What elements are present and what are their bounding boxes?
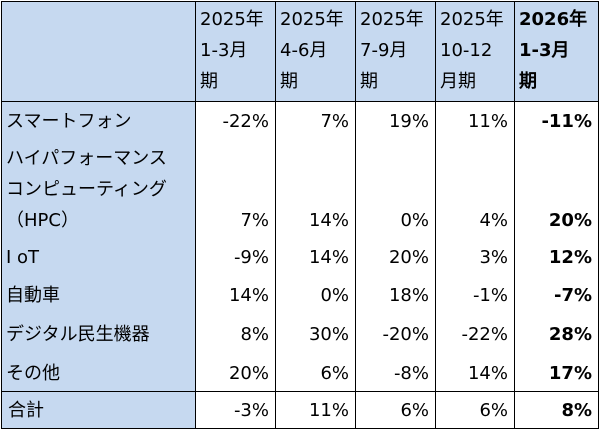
row-label: スマートフォン bbox=[1, 101, 196, 139]
text-line: 期 bbox=[280, 71, 298, 92]
text-line: 2025年 bbox=[440, 9, 504, 30]
value-cell: 11% bbox=[435, 101, 515, 139]
text-line: ハイパフォーマンス bbox=[6, 148, 167, 169]
header-cell: 2026年 1-3月期 bbox=[514, 1, 599, 102]
text-line: 2025年 bbox=[360, 9, 424, 30]
value-cell: -20% bbox=[355, 313, 436, 352]
value-cell: 8% bbox=[514, 391, 599, 429]
table-row: I oT -9% 14% 20% 3% 12% bbox=[1, 238, 599, 275]
value-cell: 0% bbox=[275, 275, 356, 313]
text-line: 2026年 bbox=[519, 9, 588, 30]
text-line: 1-3月 bbox=[200, 40, 248, 61]
text-line: 期 bbox=[360, 71, 378, 92]
text-line: I oT bbox=[6, 247, 40, 268]
value-cell: 6% bbox=[435, 391, 515, 429]
text-line: 2025年 bbox=[200, 9, 264, 30]
value-cell: 6% bbox=[355, 391, 436, 429]
value-cell: 18% bbox=[355, 275, 436, 313]
text-line: デジタル民生機器 bbox=[6, 324, 150, 345]
header-cell: 2025年 10-12 月期 bbox=[435, 1, 515, 102]
value-cell: 14% bbox=[275, 238, 356, 275]
text-line: コンピューティング bbox=[6, 179, 167, 200]
text-line: （HPC） bbox=[6, 210, 79, 231]
value-cell: 20% bbox=[355, 238, 436, 275]
table-row: スマートフォン -22% 7% 19% 11% -11% bbox=[1, 101, 599, 139]
text-line: 期 bbox=[200, 71, 218, 92]
value-cell: -9% bbox=[195, 238, 276, 275]
row-label: I oT bbox=[1, 238, 196, 275]
value-cell: 8% bbox=[195, 313, 276, 352]
header-row: 2025年 1-3月期 2025年 4-6月期 2025年 7-9月期 2025年 10-12… bbox=[1, 1, 599, 102]
value-cell: -22% bbox=[195, 101, 276, 139]
text-line: 月期 bbox=[440, 71, 476, 92]
value-cell: 12% bbox=[514, 238, 599, 275]
value-cell: 14% bbox=[195, 275, 276, 313]
row-label: デジタル民生機器 bbox=[1, 313, 196, 352]
row-label: 合計 bbox=[1, 391, 196, 429]
text-line: 10-12 bbox=[440, 40, 493, 61]
value-cell: 7% bbox=[195, 139, 276, 238]
text-line: 2025年 bbox=[280, 9, 344, 30]
row-label: ハイパフォーマンス コンピューティング （HPC） bbox=[1, 139, 196, 238]
text-line: 合計 bbox=[8, 399, 44, 421]
table-row: ハイパフォーマンス コンピューティング （HPC） 7% 14% 0% 4% 20% bbox=[1, 139, 599, 238]
value-cell: -3% bbox=[195, 391, 276, 429]
text-line: 4-6月 bbox=[280, 40, 328, 61]
row-label: 自動車 bbox=[1, 275, 196, 313]
value-cell: 14% bbox=[275, 139, 356, 238]
table-row: 合計 -3% 11% 6% 6% 8% bbox=[1, 391, 599, 429]
header-cell: 2025年 4-6月期 bbox=[275, 1, 356, 102]
value-cell: 14% bbox=[435, 352, 515, 392]
text-line: 期 bbox=[519, 71, 537, 92]
header-cell: 2025年 7-9月期 bbox=[355, 1, 436, 102]
corner-cell bbox=[1, 1, 196, 102]
text-line: 自動車 bbox=[6, 285, 60, 306]
value-cell: 19% bbox=[355, 101, 436, 139]
value-cell: 0% bbox=[355, 139, 436, 238]
value-cell: -7% bbox=[514, 275, 599, 313]
value-cell: -22% bbox=[435, 313, 515, 352]
text-line: 7-9月 bbox=[360, 40, 408, 61]
value-cell: 3% bbox=[435, 238, 515, 275]
value-cell: -8% bbox=[355, 352, 436, 392]
value-cell: 20% bbox=[514, 139, 599, 238]
value-cell: 6% bbox=[275, 352, 356, 392]
value-cell: 17% bbox=[514, 352, 599, 392]
value-cell: 7% bbox=[275, 101, 356, 139]
value-cell: 28% bbox=[514, 313, 599, 352]
value-cell: 30% bbox=[275, 313, 356, 352]
row-label: その他 bbox=[1, 352, 196, 392]
value-cell: 11% bbox=[275, 391, 356, 429]
value-cell: -11% bbox=[514, 101, 599, 139]
text-line: 1-3月 bbox=[519, 40, 570, 61]
table-row: デジタル民生機器 8% 30% -20% -22% 28% bbox=[1, 313, 599, 352]
header-cell: 2025年 1-3月期 bbox=[195, 1, 276, 102]
value-cell: 4% bbox=[435, 139, 515, 238]
table-row: 自動車 14% 0% 18% -1% -7% bbox=[1, 275, 599, 313]
value-cell: -1% bbox=[435, 275, 515, 313]
value-cell: 20% bbox=[195, 352, 276, 392]
text-line: スマートフォン bbox=[6, 111, 132, 132]
text-line: その他 bbox=[6, 363, 60, 384]
table-row: その他 20% 6% -8% 14% 17% bbox=[1, 352, 599, 392]
